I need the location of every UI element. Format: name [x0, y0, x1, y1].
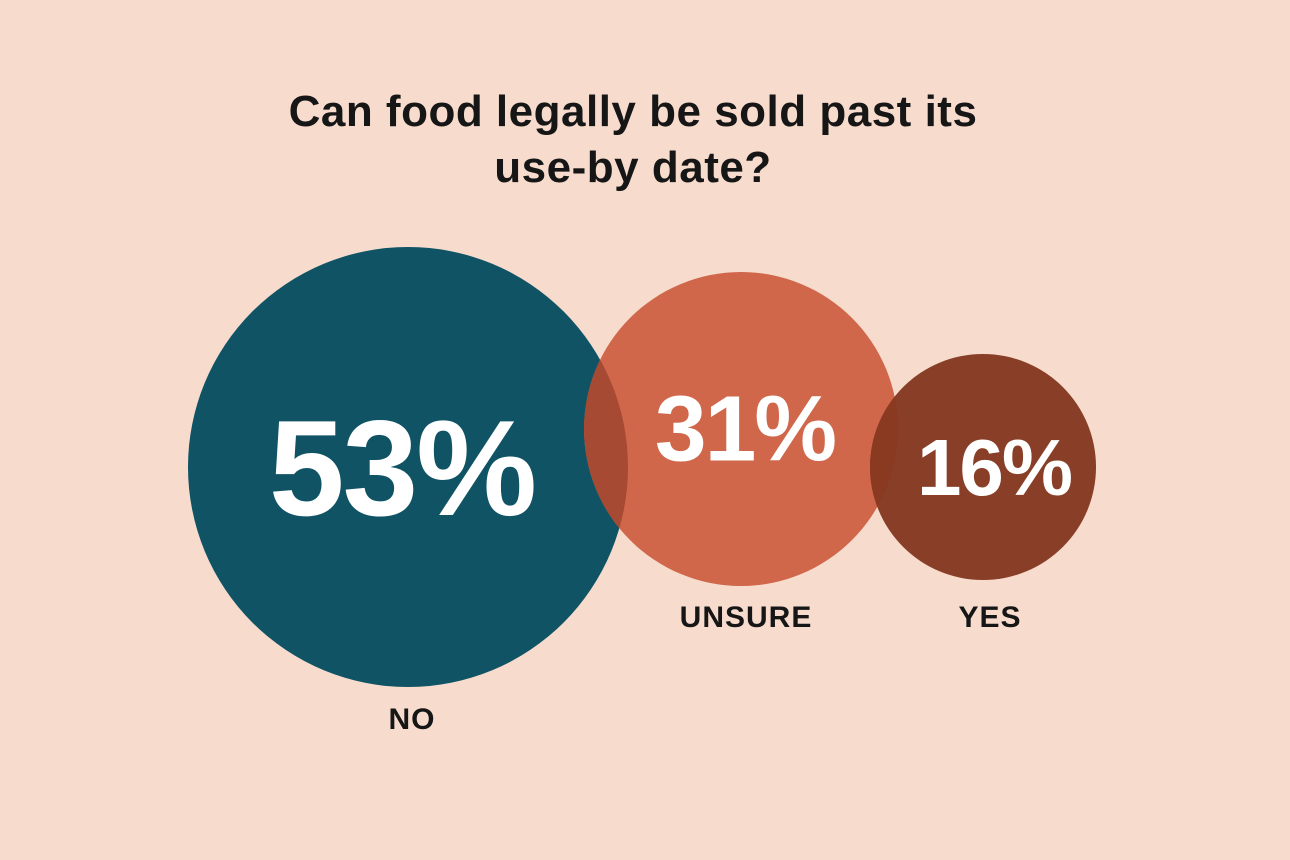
label-yes: YES: [958, 601, 1022, 634]
label-unsure: UNSURE: [679, 601, 813, 634]
bubble-no: [188, 247, 628, 687]
label-no: NO: [388, 703, 436, 736]
value-yes: 16%: [916, 423, 1073, 512]
chart-title: Can food legally be sold past its use-by…: [0, 84, 1266, 196]
value-no: 53%: [268, 392, 537, 544]
bubble-unsure: [584, 272, 898, 586]
bubble-yes: [870, 354, 1096, 580]
chart-title-line-2: use-by date?: [494, 143, 772, 192]
value-unsure: 31%: [654, 376, 837, 481]
chart-title-line-1: Can food legally be sold past its: [288, 87, 978, 136]
